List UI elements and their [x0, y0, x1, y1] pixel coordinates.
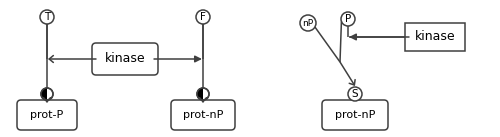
Circle shape [41, 88, 53, 100]
Text: kinase: kinase [104, 52, 146, 65]
Text: S: S [352, 89, 358, 99]
Circle shape [40, 10, 54, 24]
Text: kinase: kinase [414, 31, 456, 44]
Text: P: P [345, 14, 351, 24]
FancyBboxPatch shape [405, 23, 465, 51]
Circle shape [197, 88, 209, 100]
Text: prot-nP: prot-nP [183, 110, 223, 120]
Wedge shape [41, 88, 47, 100]
Text: T: T [44, 12, 50, 22]
FancyBboxPatch shape [171, 100, 235, 130]
Circle shape [348, 87, 362, 101]
Text: prot-nP: prot-nP [335, 110, 375, 120]
Text: nP: nP [302, 18, 314, 28]
Text: F: F [200, 12, 206, 22]
FancyBboxPatch shape [92, 43, 158, 75]
Circle shape [341, 12, 355, 26]
FancyBboxPatch shape [17, 100, 77, 130]
Circle shape [196, 10, 210, 24]
Wedge shape [197, 88, 203, 100]
Text: prot-P: prot-P [30, 110, 64, 120]
FancyBboxPatch shape [322, 100, 388, 130]
Circle shape [300, 15, 316, 31]
